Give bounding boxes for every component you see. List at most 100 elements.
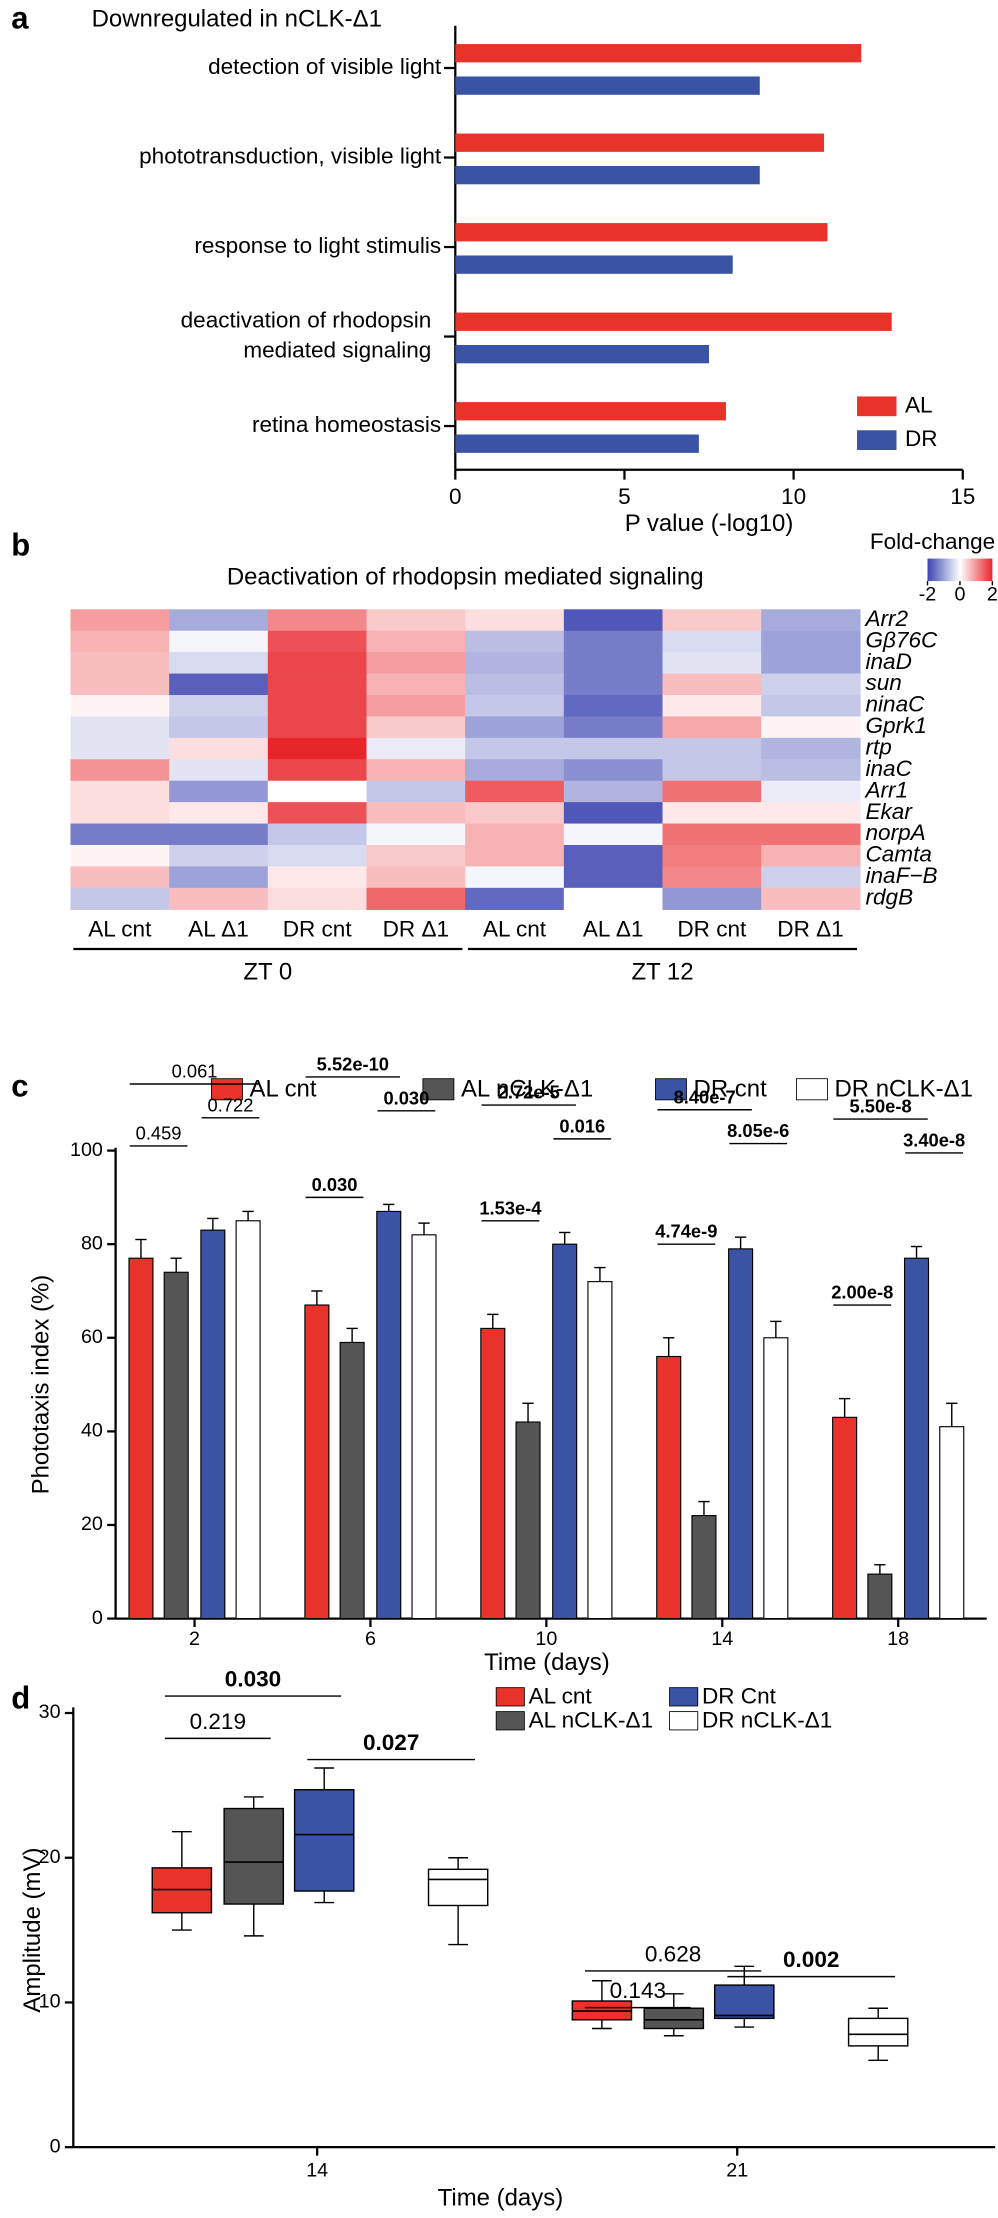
legend-label: AL cnt [529,1683,593,1708]
heatmap-cell [662,716,762,739]
legend-label: AL nCLK-Δ1 [461,1075,593,1102]
colorbar [927,558,993,582]
heatmap-cell [169,652,269,675]
significance-label: 0.722 [208,1094,254,1115]
legend-swatch [422,1078,455,1101]
y-tick-label: 100 [70,1139,103,1161]
legend-swatch [669,1711,699,1731]
heatmap-cell [662,737,762,760]
x-tick-label: 18 [887,1628,909,1650]
row-label: sun [865,670,901,695]
heatmap-cell [761,609,861,632]
x-tick-label: 21 [726,2159,748,2181]
heatmap-cell [70,609,170,632]
row-label: Gprk1 [865,713,926,738]
heatmap-cell [70,673,170,696]
row-label: inaD [865,649,911,674]
legend-label: DR nCLK-Δ1 [834,1075,972,1102]
y-axis-label: Amplitude (mV) [19,1848,46,2013]
heatmap-cell [761,630,861,653]
column-label: DR cnt [677,917,747,942]
heatmap-cell [761,652,861,675]
bar [656,1355,682,1620]
heatmap-cell [169,823,269,846]
bar [235,1220,261,1620]
significance-label: 2.00e-8 [831,1282,893,1303]
significance-label: 0.030 [383,1087,429,1108]
heatmap-cell [366,823,466,846]
heatmap-cell [267,844,368,868]
heatmap-cell [662,887,762,910]
heatmap-cell [169,716,269,739]
heatmap-cell [169,673,269,696]
bar [455,344,710,364]
heatmap-cell [563,673,664,696]
heatmap-cell [563,694,664,718]
heatmap-cell [267,630,368,653]
heatmap-cell [465,694,565,718]
heatmap-cell [465,844,565,868]
heatmap-cell [366,737,466,760]
y-axis-label: Phototaxis index (%) [28,1275,55,1495]
heatmap-cell [267,737,368,760]
bar [587,1281,613,1620]
heatmap-cell [662,652,762,675]
x-tick-label: 14 [711,1628,733,1650]
category-label: deactivation of rhodopsin [181,308,432,333]
colorbar-tick-label: 0 [954,583,965,605]
heatmap-cell [267,673,368,696]
heatmap-cell [761,759,861,782]
legend-swatch [796,1078,828,1101]
bar [832,1416,858,1620]
heatmap-cell [465,823,565,846]
category-label: detection of visible light [208,54,442,79]
bar [128,1257,154,1620]
significance-label: 8.40e-7 [674,1086,736,1107]
heatmap-cell [761,887,861,910]
heatmap-cell [70,887,170,910]
colorbar-tick-label: -2 [919,583,937,605]
heatmap-cell [465,866,565,889]
category-label: retina homeostasis [252,412,441,437]
panel-label: a [11,0,29,35]
x-tick-label: 0 [449,484,462,509]
y-tick-label: 20 [39,1846,61,1868]
heatmap-cell [366,716,466,739]
category-label: mediated signaling [243,337,431,362]
row-label: ninaC [865,692,925,717]
heatmap-cell [662,823,762,846]
bar [455,165,760,185]
heatmap-cell [70,652,170,675]
column-label: AL Δ1 [188,917,249,942]
heatmap-cell [563,737,664,760]
heatmap-cell [563,652,664,675]
heatmap-cell [563,823,664,846]
x-tick-label: 2 [189,1628,200,1650]
legend-label: DR Cnt [702,1683,777,1708]
significance-label: 0.016 [559,1115,605,1136]
x-tick-label: 6 [365,1628,376,1650]
heatmap-cell [662,609,762,632]
bar [728,1248,754,1620]
y-tick-label: 60 [81,1326,103,1348]
heatmap-cell [662,844,762,868]
heatmap-cell [70,694,170,718]
category-label: phototransduction, visible light [139,143,442,168]
heatmap-cell [465,716,565,739]
heatmap-cell [267,780,368,803]
significance-label: 0.219 [190,1709,246,1734]
legend-label: AL [905,392,933,417]
legend-swatch [655,1078,687,1101]
heatmap-cell [70,630,170,653]
heatmap-cell [563,844,664,868]
heatmap-cell [563,630,664,653]
heatmap-cell [662,780,762,803]
significance-label: 0.061 [172,1061,218,1082]
heatmap-cell [465,673,565,696]
heatmap-cell [761,844,861,868]
x-tick-label: 15 [950,484,975,509]
colorbar-tick-label: 2 [987,583,998,605]
row-label: Camta [865,842,931,867]
legend-swatch [857,430,897,451]
